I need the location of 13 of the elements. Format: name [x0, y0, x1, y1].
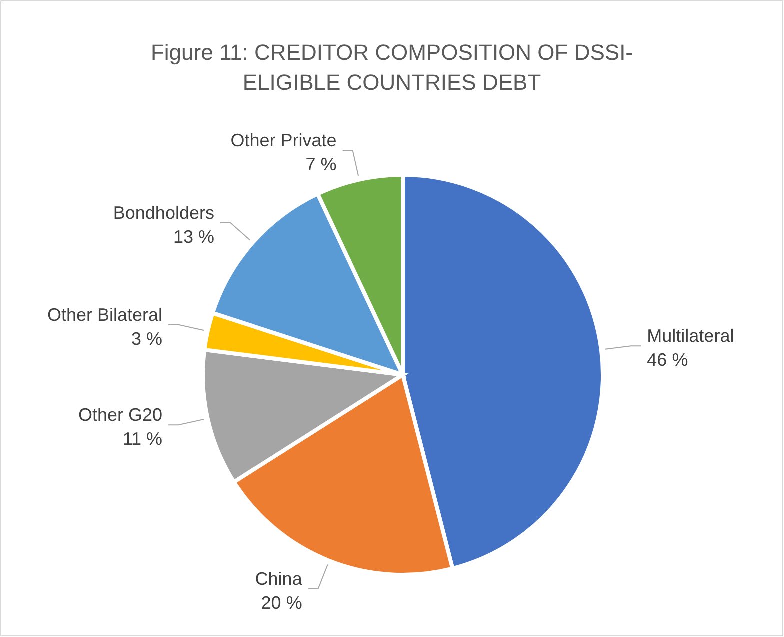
slice-label: Other Bilateral [47, 304, 163, 325]
slice-label: Bondholders [113, 202, 214, 223]
data-label: 13 % [173, 226, 214, 247]
data-label: 46 % [647, 350, 688, 370]
data-label: 20 % [261, 592, 302, 613]
data-label: 3 % [132, 328, 163, 349]
slice-label: Multilateral [647, 326, 734, 346]
slice-label: Other G20 [78, 405, 163, 426]
slice-label: China [255, 568, 304, 589]
data-label: 11 % [122, 429, 163, 450]
chart-title: Figure 11: CREDITOR COMPOSITION OF DSSI-ELIGIBLE COUNTRIES DEBT [150, 40, 634, 95]
slice-label: Other Private [230, 130, 337, 151]
data-label: 7 % [306, 154, 337, 175]
